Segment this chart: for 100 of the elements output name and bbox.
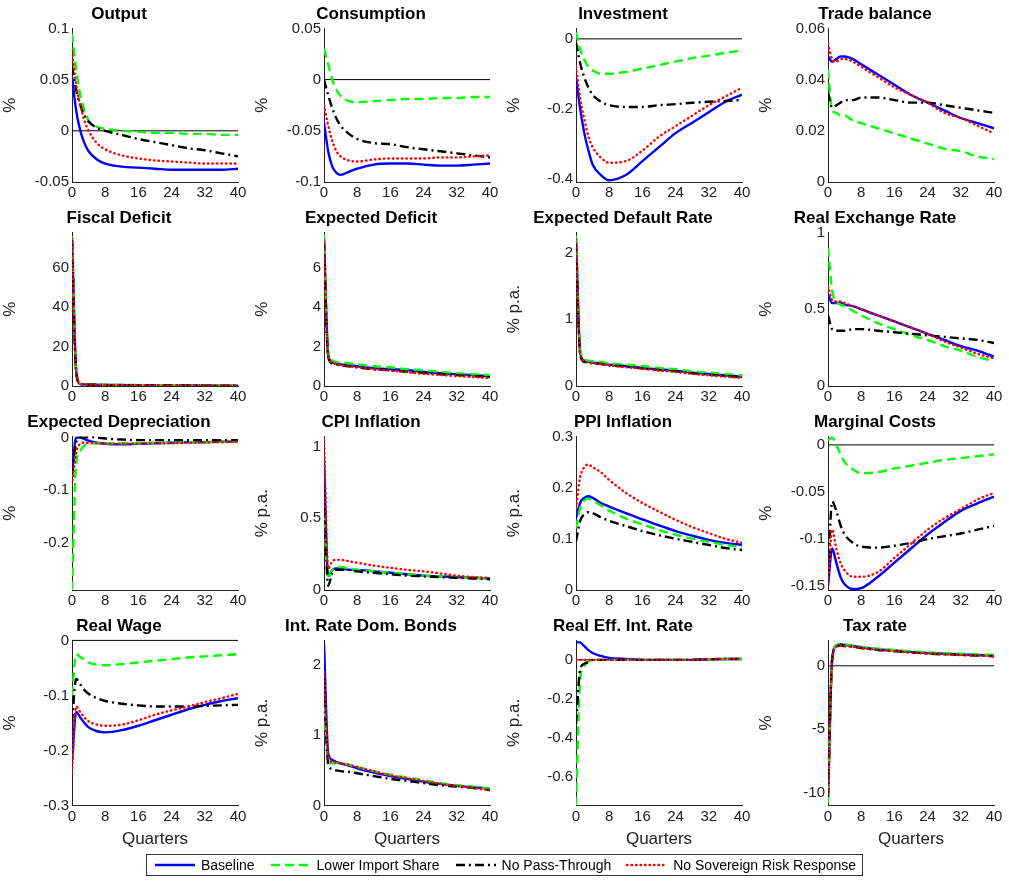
y-tick-label: 0 — [816, 655, 825, 673]
chart-title: Expected Default Rate — [533, 207, 713, 227]
x-tick-label: 16 — [886, 591, 903, 609]
x-tick-label: 16 — [130, 806, 147, 824]
x-tick-label: 8 — [605, 387, 614, 405]
y-tick-label: 0 — [816, 435, 825, 453]
y-axis-title: % — [251, 301, 271, 317]
y-axis-title: % — [0, 505, 19, 521]
x-tick-label: 24 — [919, 387, 936, 405]
x-tick-label: 40 — [481, 806, 499, 824]
chart-title: Expected Deficit — [304, 207, 438, 227]
y-tick-label: -0.2 — [43, 532, 69, 550]
x-tick-label: 32 — [196, 387, 214, 405]
x-tick-label: 16 — [886, 806, 903, 824]
x-tick-label: 16 — [634, 387, 651, 405]
y-tick-label: 0 — [564, 376, 573, 394]
line-series — [828, 91, 994, 115]
y-tick-label: 2 — [564, 242, 573, 260]
legend-label: No Sovereign Risk Response — [673, 857, 857, 873]
y-tick-label: 1 — [564, 309, 573, 327]
line-series — [324, 104, 490, 163]
x-tick-label: 40 — [733, 591, 751, 609]
x-tick-label: 40 — [733, 387, 751, 405]
y-tick-label: 0.04 — [795, 69, 825, 87]
y-tick-label: -0.4 — [547, 727, 573, 745]
x-tick-label: 24 — [667, 591, 684, 609]
x-tick-label: 24 — [415, 183, 432, 201]
line-series — [72, 436, 238, 476]
y-tick-label: 0 — [564, 29, 573, 47]
chart-title: Investment — [578, 3, 669, 23]
x-tick-label: 32 — [700, 387, 718, 405]
line-series — [576, 41, 742, 109]
x-tick-label: 16 — [130, 591, 147, 609]
y-tick-label: 1 — [312, 436, 321, 454]
y-tick-label: -0.1 — [799, 529, 825, 547]
y-tick-label: 0.5 — [804, 299, 825, 317]
x-tick-label: 32 — [448, 806, 466, 824]
x-tick-label: 32 — [700, 183, 718, 201]
x-tick-label: 8 — [353, 591, 362, 609]
chart-title: Int. Rate Dom. Bonds — [285, 615, 457, 635]
y-tick-label: -0.6 — [547, 766, 573, 784]
x-tick-label: 40 — [481, 591, 499, 609]
y-axis-title: % — [0, 97, 19, 113]
x-tick-label: 32 — [196, 591, 214, 609]
x-tick-label: 8 — [857, 183, 866, 201]
x-tick-label: 32 — [196, 183, 214, 201]
chart-title: Marginal Costs — [814, 411, 936, 431]
x-tick-label: 8 — [857, 806, 866, 824]
x-tick-label: 24 — [415, 591, 432, 609]
x-tick-label: 32 — [952, 806, 970, 824]
y-tick-label: 0 — [816, 172, 825, 190]
y-tick-label: 0 — [60, 120, 69, 138]
legend-label: No Pass-Through — [501, 857, 612, 873]
y-tick-label: -5 — [811, 719, 825, 737]
y-axis-title: % p.a. — [251, 698, 271, 748]
x-tick-label: 16 — [634, 806, 651, 824]
x-tick-label: 24 — [163, 806, 180, 824]
y-tick-label: 0.1 — [552, 528, 573, 546]
x-tick-label: 8 — [605, 806, 614, 824]
x-tick-label: 8 — [857, 387, 866, 405]
x-tick-label: 16 — [382, 387, 399, 405]
x-tick-label: 24 — [163, 387, 180, 405]
x-tick-label: 24 — [667, 183, 684, 201]
y-tick-label: 20 — [52, 336, 69, 354]
line-series — [828, 55, 994, 130]
y-tick-label: -0.1 — [43, 480, 69, 498]
y-tick-label: 0.05 — [39, 69, 69, 87]
line-series — [828, 436, 994, 475]
x-tick-label: 16 — [382, 806, 399, 824]
y-tick-label: 60 — [52, 257, 69, 275]
y-axis-title: % — [503, 97, 523, 113]
y-tick-label: -0.2 — [43, 740, 69, 758]
x-tick-label: 32 — [448, 387, 466, 405]
x-tick-label: 16 — [634, 591, 651, 609]
y-tick-label: 0.2 — [552, 477, 573, 495]
y-tick-label: 0 — [816, 376, 825, 394]
line-series — [828, 500, 994, 579]
x-tick-label: 32 — [700, 806, 718, 824]
x-tick-label: 24 — [163, 591, 180, 609]
line-series — [72, 677, 238, 725]
line-series — [72, 32, 238, 137]
y-tick-label: 0 — [312, 69, 321, 87]
x-tick-label: 8 — [101, 387, 110, 405]
y-axis-title: % p.a. — [503, 489, 523, 538]
y-tick-label: 0 — [564, 580, 573, 598]
y-axis-title: % — [755, 301, 775, 317]
y-tick-label: 0.1 — [48, 18, 69, 36]
y-axis-title: % — [755, 505, 775, 521]
y-tick-label: 0 — [60, 630, 69, 648]
y-tick-label: 0.5 — [300, 508, 321, 526]
x-tick-label: 40 — [733, 183, 751, 201]
y-axis-title: % — [0, 715, 19, 731]
y-axis-title: % p.a. — [503, 285, 523, 334]
x-axis-title: Quarters — [121, 829, 189, 849]
x-tick-label: 16 — [130, 183, 147, 201]
y-tick-label: -0.15 — [790, 576, 825, 594]
line-series — [72, 49, 238, 165]
x-tick-label: 32 — [700, 591, 718, 609]
x-tick-label: 16 — [634, 183, 651, 201]
x-tick-label: 8 — [857, 591, 866, 609]
